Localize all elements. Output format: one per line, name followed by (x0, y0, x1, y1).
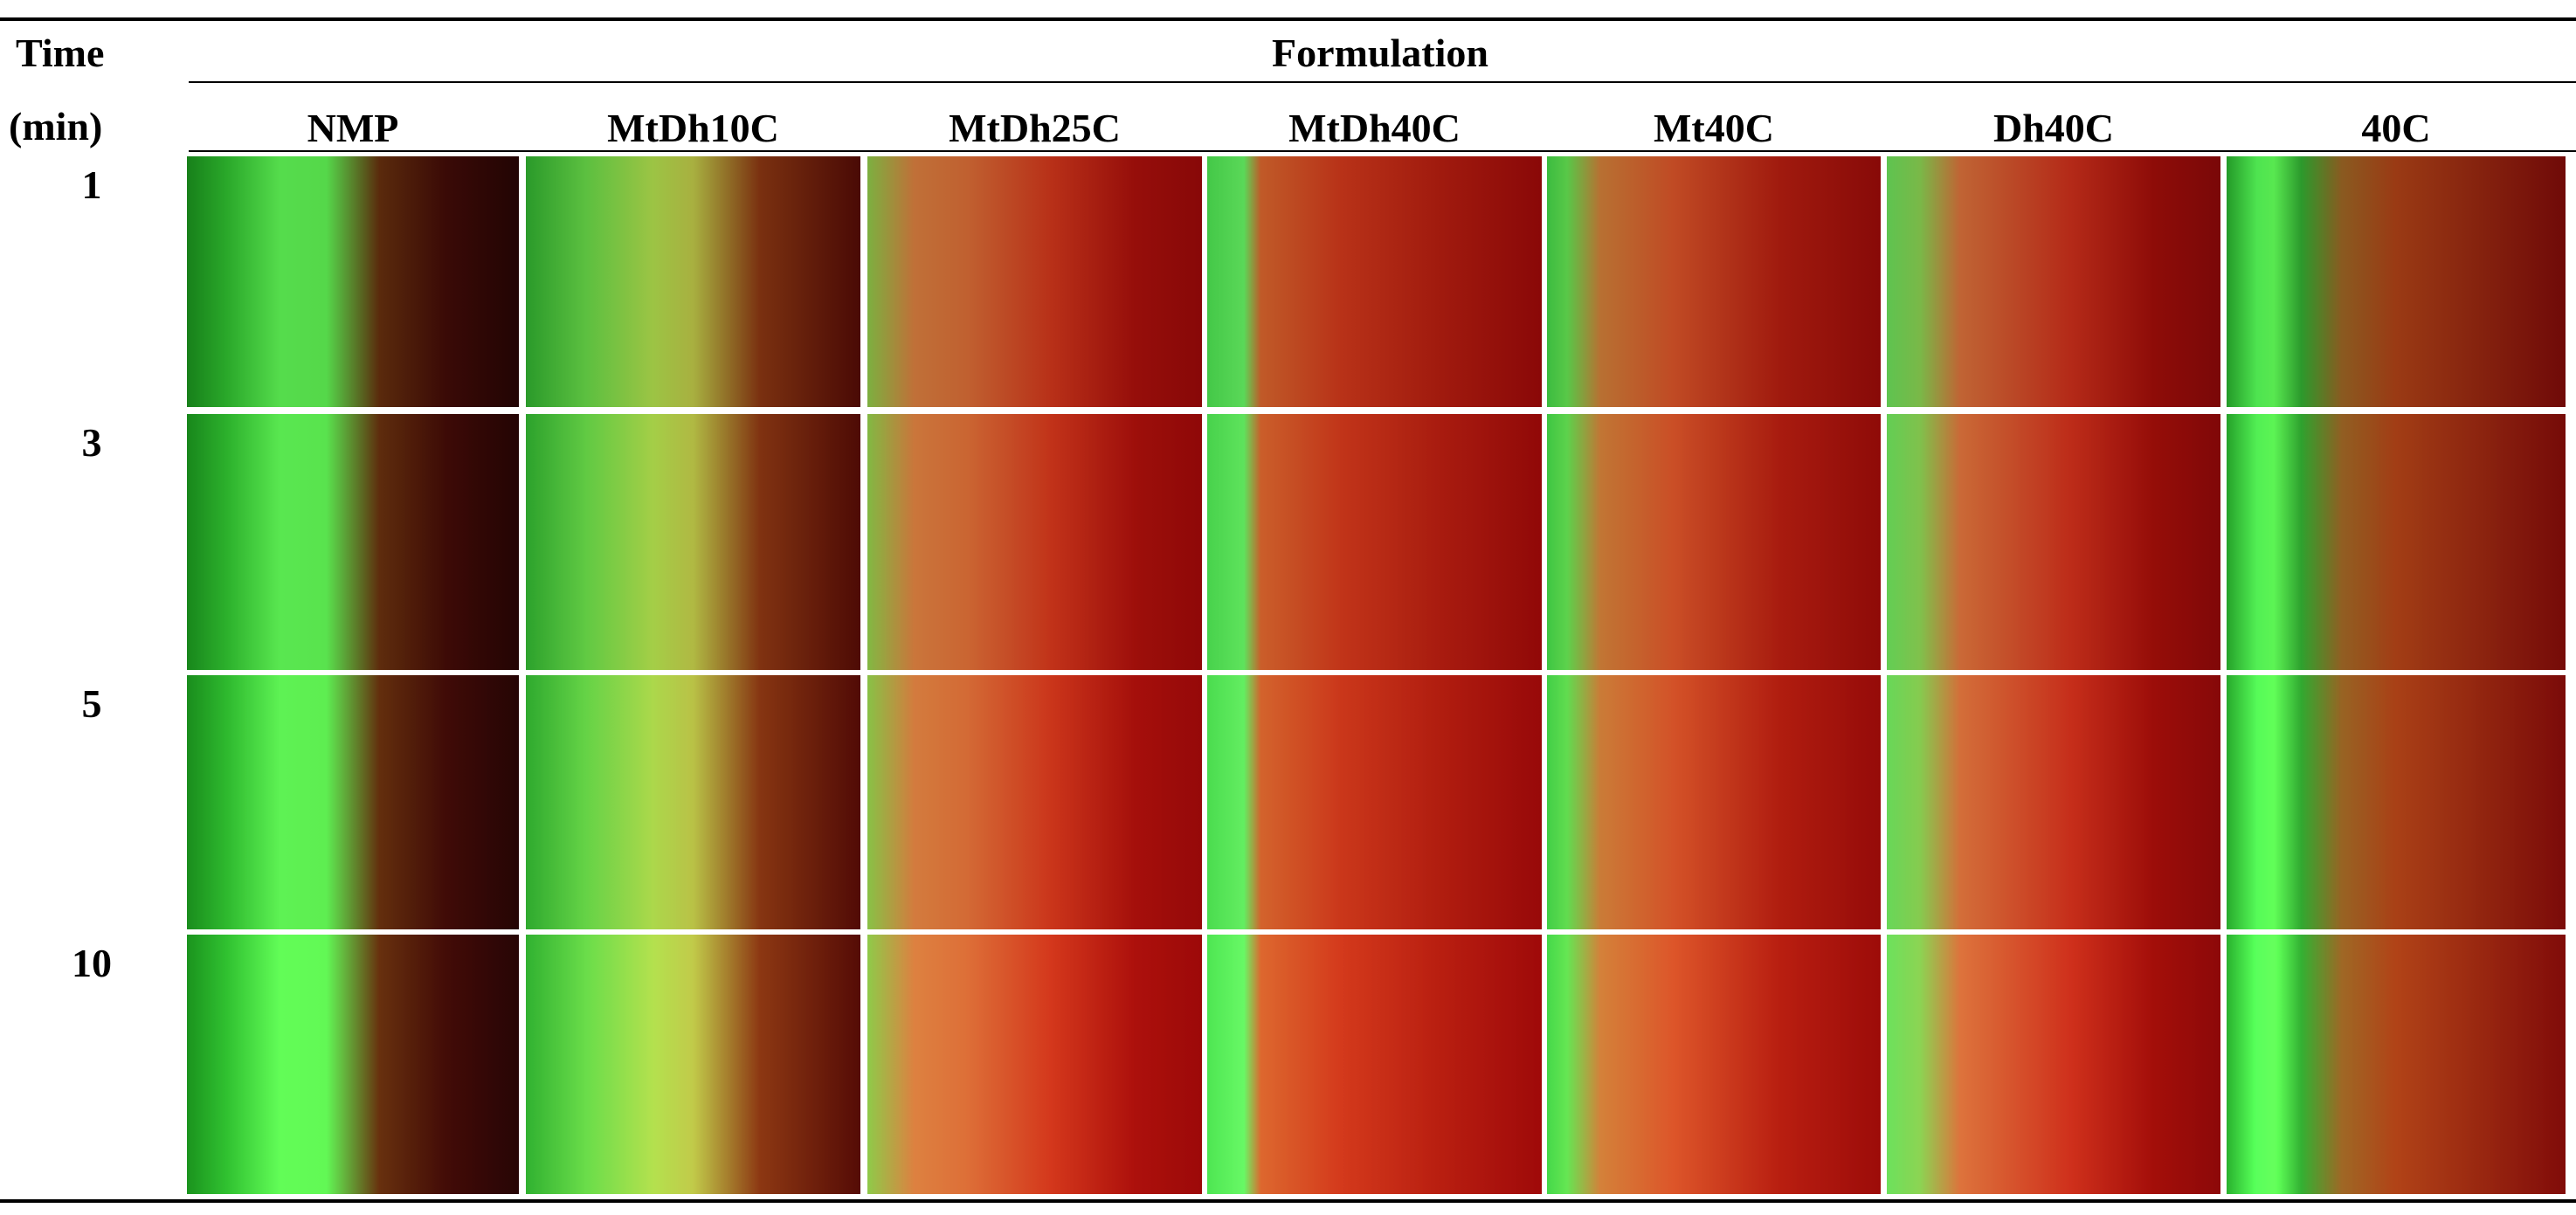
micrograph (187, 675, 519, 929)
column-header: MtDh10C (607, 106, 779, 150)
micrograph (526, 414, 860, 670)
column-header: MtDh40C (1288, 106, 1461, 150)
micrograph (1547, 675, 1881, 929)
micrograph (1887, 675, 2220, 929)
micrograph (1207, 156, 1542, 407)
column-header: Mt40C (1654, 106, 1774, 150)
micrograph (867, 935, 1202, 1194)
micrograph (1207, 675, 1542, 929)
rule (189, 150, 2576, 152)
micrograph (526, 156, 860, 407)
rule (189, 81, 2576, 83)
micrograph (867, 156, 1202, 407)
column-header: NMP (307, 106, 399, 150)
micrograph (526, 935, 860, 1194)
micrograph (867, 675, 1202, 929)
formulation-label: Formulation (1272, 31, 1488, 75)
micrograph (187, 156, 519, 407)
column-header: 40C (2361, 106, 2431, 150)
column-header: MtDh25C (949, 106, 1121, 150)
micrograph (867, 414, 1202, 670)
micrograph (1207, 414, 1542, 670)
micrograph (2227, 935, 2566, 1194)
micrograph (1547, 935, 1881, 1194)
time-label: Time (16, 31, 105, 75)
row-label: 5 (81, 681, 102, 726)
column-header: Dh40C (1992, 106, 2115, 150)
micrograph (187, 414, 519, 670)
rule (0, 17, 2576, 21)
micrograph (1887, 935, 2220, 1194)
micrograph (1547, 414, 1881, 670)
micrograph (526, 675, 860, 929)
micrograph (1887, 156, 2220, 407)
row-label: 1 (81, 162, 102, 207)
micrograph (1207, 935, 1542, 1194)
micrograph (1547, 156, 1881, 407)
micrograph (2227, 675, 2566, 929)
row-label: 10 (72, 941, 112, 985)
micrograph (2227, 414, 2566, 670)
micrograph (187, 935, 519, 1194)
micrograph (2227, 156, 2566, 407)
rule (0, 1199, 2576, 1203)
micrograph (1887, 414, 2220, 670)
time-unit: (min) (9, 104, 103, 148)
row-label: 3 (81, 420, 102, 465)
